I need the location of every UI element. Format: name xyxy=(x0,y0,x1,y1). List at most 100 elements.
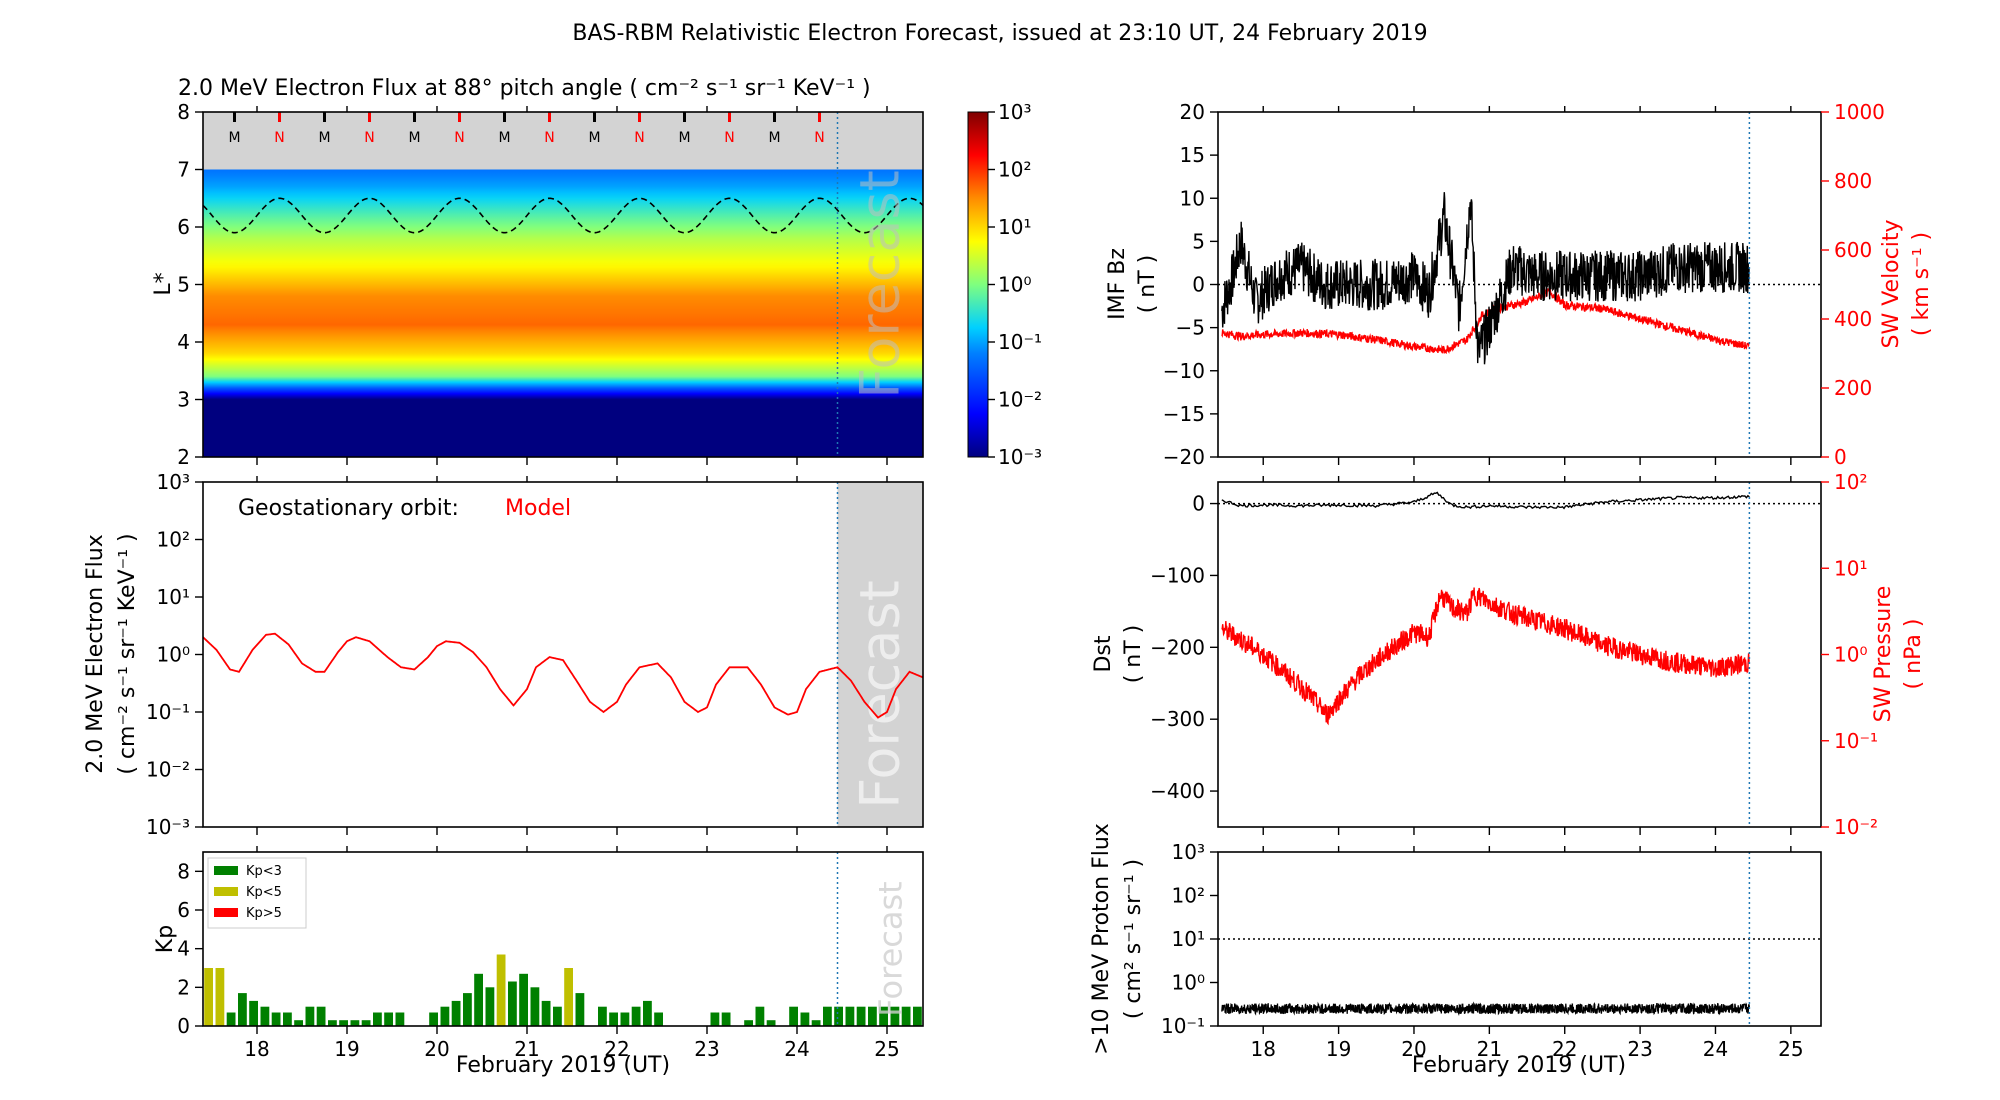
heatmap-y-tick-label: 6 xyxy=(177,215,190,239)
sw-velocity-label-1: SW Velocity xyxy=(1879,219,1904,348)
x-tick-label: 23 xyxy=(1627,1037,1652,1061)
kp-bar xyxy=(373,1012,382,1026)
x-tick-label: 20 xyxy=(424,1037,449,1061)
geo-flux-y-tick-label: 10¹ xyxy=(157,585,190,609)
dst-pressure-frame xyxy=(1217,481,1822,828)
geo-flux-y-tick-label: 10³ xyxy=(157,470,190,494)
geo-flux-y-tick-label: 10⁻³ xyxy=(146,815,190,839)
imf-bz-label-1: IMF Bz xyxy=(1105,248,1130,320)
sw-velocity-y-tick-label: 800 xyxy=(1834,169,1872,193)
kp-bar xyxy=(361,1020,371,1026)
mn-label: N xyxy=(724,130,734,146)
geo-orbit-trace xyxy=(203,197,923,234)
geo-flux-y-label-2: ( cm⁻² s⁻¹ sr⁻¹ KeV⁻¹ ) xyxy=(115,533,140,774)
kp-bar xyxy=(598,1006,607,1026)
x-tick-label: 25 xyxy=(874,1037,899,1061)
kp-bar xyxy=(283,1012,292,1026)
kp-legend-high: Kp>5 xyxy=(246,906,282,921)
geo-flux-y-tick-label: 10² xyxy=(157,528,190,552)
kp-bar xyxy=(541,1000,551,1026)
colorbar-ticks: 10⁻³ 10⁻² 10⁻¹ 10⁰ 10¹ 10² 10³ xyxy=(988,100,1042,469)
sw-velocity-y-tick-label: 400 xyxy=(1834,307,1872,331)
sw-pressure-y-tick-label: 10² xyxy=(1834,470,1867,494)
kp-bar xyxy=(395,1012,405,1026)
kp-bar xyxy=(755,1006,765,1026)
kp-bar xyxy=(856,1006,866,1026)
sw-velocity-y-tick-label: 200 xyxy=(1834,376,1872,400)
heatmap-y-tick-label: 3 xyxy=(177,388,190,412)
heatmap-y-tick-label: 8 xyxy=(177,100,190,124)
kp-bar xyxy=(789,1006,798,1026)
proton-y-tick-label: 10⁰ xyxy=(1172,971,1205,995)
heatmap-y-label: L* xyxy=(151,272,176,295)
heatmap-y-tick-label: 2 xyxy=(177,445,190,469)
kp-x-label: February 2019 (UT) xyxy=(456,1053,670,1078)
geo-flux-line xyxy=(203,632,923,719)
kp-bar xyxy=(643,1000,652,1026)
kp-bar xyxy=(350,1020,360,1026)
kp-bar xyxy=(204,968,213,1026)
imf-bz-y-tick-label: 20 xyxy=(1180,100,1205,124)
forecast-shade xyxy=(837,482,923,827)
colorbar-tick-label: 10⁻¹ xyxy=(998,330,1042,354)
kp-bar xyxy=(260,1006,270,1026)
kp-y-tick-label: 4 xyxy=(177,937,190,961)
mn-label: M xyxy=(228,130,240,146)
kp-bar xyxy=(226,1012,236,1026)
kp-bar xyxy=(744,1020,753,1026)
geo-flux-y-ticks: 10⁻³ 10⁻² 10⁻¹ 10⁰ 10¹ 10² 10³ xyxy=(146,470,888,839)
dst-label-1: Dst xyxy=(1091,635,1116,672)
kp-legend-swatch-high xyxy=(214,908,238,917)
kp-bar xyxy=(609,1012,618,1026)
forecast-watermark: Forecast xyxy=(871,881,909,1016)
kp-y-tick-label: 0 xyxy=(177,1014,190,1038)
kp-legend-mid: Kp<5 xyxy=(246,885,282,900)
x-tick-label: 18 xyxy=(1250,1037,1275,1061)
kp-bar xyxy=(575,993,585,1026)
mn-label: M xyxy=(678,130,690,146)
dst-label-2: ( nT ) xyxy=(1121,625,1146,684)
kp-bar xyxy=(451,1000,461,1026)
heatmap-y-tick-label: 7 xyxy=(177,158,190,182)
colorbar-tick-label: 10⁻² xyxy=(998,388,1042,412)
heatmap-title: 2.0 MeV Electron Flux at 88° pitch angle… xyxy=(178,76,871,101)
kp-legend-swatch-mid xyxy=(214,887,238,896)
geo-flux-y-tick-label: 10⁻² xyxy=(146,758,190,782)
sw-velocity-y-tick-label: 600 xyxy=(1834,238,1872,262)
kp-bar xyxy=(463,993,472,1026)
x-tick-label: 20 xyxy=(1401,1037,1426,1061)
kp-bar xyxy=(710,1012,720,1026)
x-tick-label: 21 xyxy=(1477,1037,1502,1061)
sw-pressure-line xyxy=(1221,587,1750,726)
kp-bar xyxy=(823,1006,832,1026)
sw-pressure-y-tick-label: 10⁰ xyxy=(1834,643,1867,667)
mn-label: N xyxy=(364,130,374,146)
heatmap-field xyxy=(203,169,923,457)
kp-legend-low: Kp<3 xyxy=(246,864,282,879)
proton-x-label: February 2019 (UT) xyxy=(1412,1053,1626,1078)
x-tick-label: 24 xyxy=(784,1037,809,1061)
x-tick-label: 18 xyxy=(244,1037,269,1061)
kp-bar xyxy=(384,1012,393,1026)
colorbar xyxy=(967,111,989,458)
imf-bz-y-tick-label: 10 xyxy=(1180,186,1205,210)
proton-y-tick-label: 10¹ xyxy=(1172,927,1205,951)
kp-legend: Kp<3 Kp<5 Kp>5 xyxy=(207,857,307,929)
mn-label: N xyxy=(544,130,554,146)
proton-ticks: 10⁻¹ 10⁰ 10¹ 10² 10³ 18 19 20 21 22 23 24 25 xyxy=(1161,840,1804,1061)
x-tick-label: 22 xyxy=(1552,1037,1577,1061)
mn-label: M xyxy=(498,130,510,146)
kp-bar xyxy=(305,1006,315,1026)
dst-y-tick-label: −400 xyxy=(1150,779,1205,803)
sw-velocity-y-tick-label: 1000 xyxy=(1834,100,1885,124)
kp-bar xyxy=(654,1012,663,1026)
kp-y-tick-label: 8 xyxy=(177,859,190,883)
geo-flux-y-label-1: 2.0 MeV Electron Flux xyxy=(83,534,108,774)
kp-bar xyxy=(620,1012,630,1026)
kp-bar xyxy=(294,1020,303,1026)
x-tick-label: 24 xyxy=(1703,1037,1728,1061)
mn-label: M xyxy=(588,130,600,146)
kp-bar xyxy=(271,1012,281,1026)
